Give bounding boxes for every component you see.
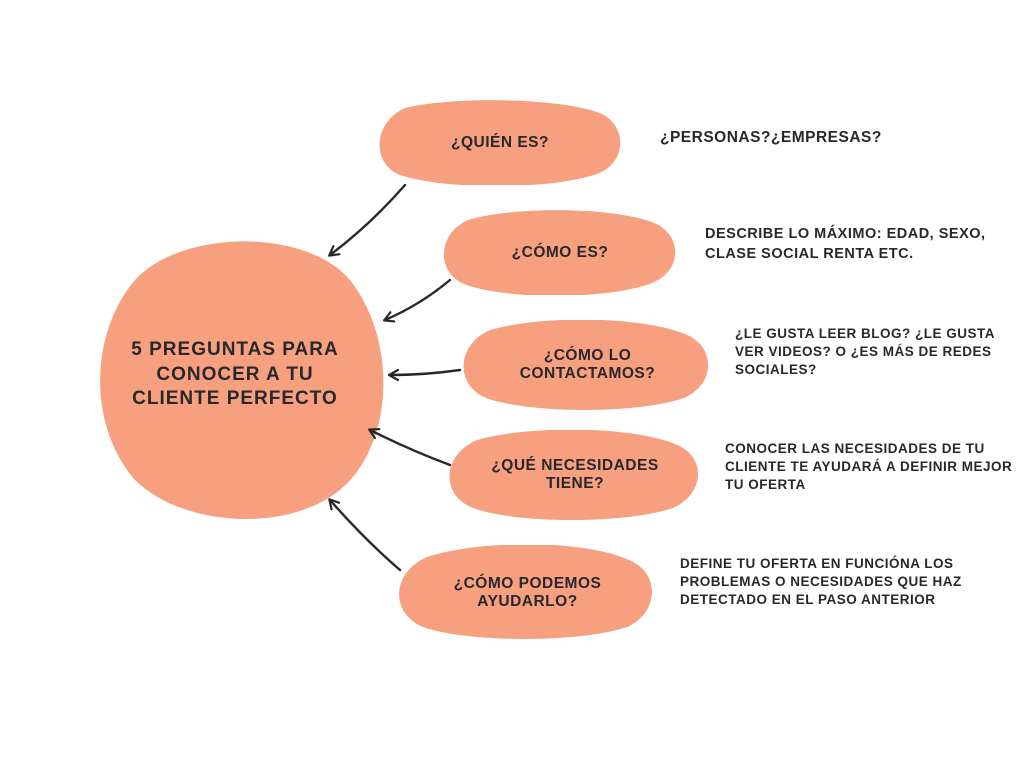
- central-topic: 5 PREGUNTAS PARA CONOCER A TU CLIENTE PE…: [95, 225, 385, 525]
- node-desc-necesidades: CONOCER LAS NECESIDADES DE TU CLIENTE TE…: [725, 440, 1015, 495]
- node-desc-quien-es: ¿PERSONAS?¿EMPRESAS?: [660, 128, 980, 149]
- node-ayudarlo: ¿CÓMO PODEMOS AYUDARLO?: [395, 545, 660, 640]
- node-necesidades: ¿QUÉ NECESIDADES TIENE?: [445, 430, 705, 520]
- node-desc-como-es: DESCRIBE LO MÁXIMO: EDAD, SEXO, CLASE SO…: [705, 225, 1005, 264]
- central-topic-label: 5 PREGUNTAS PARA CONOCER A TU CLIENTE PE…: [95, 338, 385, 412]
- mindmap-canvas: 5 PREGUNTAS PARA CONOCER A TU CLIENTE PE…: [0, 0, 1024, 768]
- node-label: ¿CÓMO PODEMOS AYUDARLO?: [395, 575, 660, 611]
- node-desc-ayudarlo: DEFINE TU OFERTA EN FUNCIÓNA LOS PROBLEM…: [680, 555, 990, 610]
- node-quien-es: ¿QUIÉN ES?: [375, 100, 625, 185]
- node-label: ¿QUIÉN ES?: [433, 134, 567, 152]
- node-como-es: ¿CÓMO ES?: [440, 210, 680, 295]
- arrow-como-contacto: [390, 370, 460, 375]
- node-label: ¿QUÉ NECESIDADES TIENE?: [445, 457, 705, 493]
- node-label: ¿CÓMO LO CONTACTAMOS?: [460, 347, 715, 383]
- node-desc-como-contactamos: ¿LE GUSTA LEER BLOG? ¿LE GUSTA VER VIDEO…: [735, 325, 1015, 380]
- node-label: ¿CÓMO ES?: [494, 244, 627, 262]
- node-como-contactamos: ¿CÓMO LO CONTACTAMOS?: [460, 320, 715, 410]
